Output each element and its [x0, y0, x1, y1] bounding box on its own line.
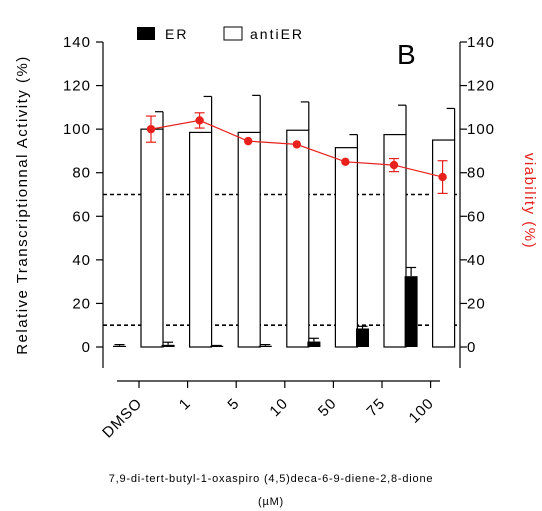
x-tick-label: 1 — [176, 395, 195, 414]
x-tick-label: DMSO — [99, 395, 146, 442]
bars-group — [113, 94, 456, 348]
y-axis-title-right: viability (%) — [521, 153, 538, 249]
y-tick-label-left: 140 — [63, 34, 91, 51]
viability-point — [292, 140, 301, 149]
y-axis-title-left: Relative Transcriptionnal Activity (%) — [14, 55, 31, 355]
x-tick-label: 10 — [266, 395, 291, 420]
y-tick-label-right: 80 — [467, 165, 486, 182]
legend-swatch-er — [137, 27, 155, 40]
x-tick-label: 100 — [406, 395, 438, 427]
y-tick-label-left: 40 — [72, 252, 91, 269]
legend: ER antiER — [137, 26, 304, 42]
x-tick-label: 75 — [364, 395, 389, 420]
legend-swatch-antier — [223, 26, 243, 41]
y-tick-label-right: 100 — [467, 121, 495, 138]
viability-point — [389, 160, 399, 170]
er-bar — [161, 344, 175, 347]
antier-bar — [432, 139, 456, 348]
x-tick-label: 5 — [224, 395, 243, 414]
viability-point — [438, 172, 447, 182]
antier-bar — [237, 131, 261, 348]
legend-label-er: ER — [165, 26, 188, 42]
y-tick-label-right: 0 — [467, 339, 476, 356]
y-tick-label-right: 120 — [467, 78, 495, 95]
y-tick-label-left: 100 — [63, 121, 91, 138]
antier-bar — [189, 131, 213, 348]
y-tick-label-left: 20 — [72, 295, 91, 312]
x-tick-label: 50 — [315, 395, 340, 420]
y-tick-label-right: 60 — [467, 208, 486, 225]
y-tick-label-right: 40 — [467, 252, 486, 269]
er-bar — [307, 341, 321, 347]
y-tick-label-right: 20 — [467, 295, 486, 312]
axes-group: 0 0 20 20 40 40 60 60 80 80 100 100 120 120 140 140 DMSO… — [63, 34, 495, 442]
antier-bar — [334, 147, 358, 348]
y-tick-label-left: 120 — [63, 78, 91, 95]
viability-point — [341, 157, 350, 167]
y-tick-label-left: 80 — [72, 165, 91, 182]
x-axis-title-line1: 7,9-di-tert-butyl-1-oxaspiro (4,5)deca-6… — [109, 473, 434, 485]
viability-point — [146, 124, 156, 134]
viability-point — [244, 136, 253, 146]
antier-bar — [286, 129, 310, 348]
y-tick-label-left: 60 — [72, 208, 91, 225]
y-tick-label-right: 140 — [467, 34, 495, 51]
er-bar — [356, 328, 369, 347]
er-bar — [113, 345, 126, 347]
y-tick-label-left: 0 — [82, 339, 91, 356]
antier-bar — [140, 128, 164, 348]
antier-bar — [383, 133, 407, 348]
er-bar — [258, 345, 272, 347]
x-axis-title-line2: (µM) — [258, 496, 284, 508]
er-bar — [404, 276, 418, 347]
panel-label: B — [397, 39, 416, 70]
er-bar — [210, 345, 224, 347]
viability-point — [195, 116, 204, 125]
viability-series — [146, 112, 448, 195]
legend-label-antier: antiER — [250, 26, 304, 42]
